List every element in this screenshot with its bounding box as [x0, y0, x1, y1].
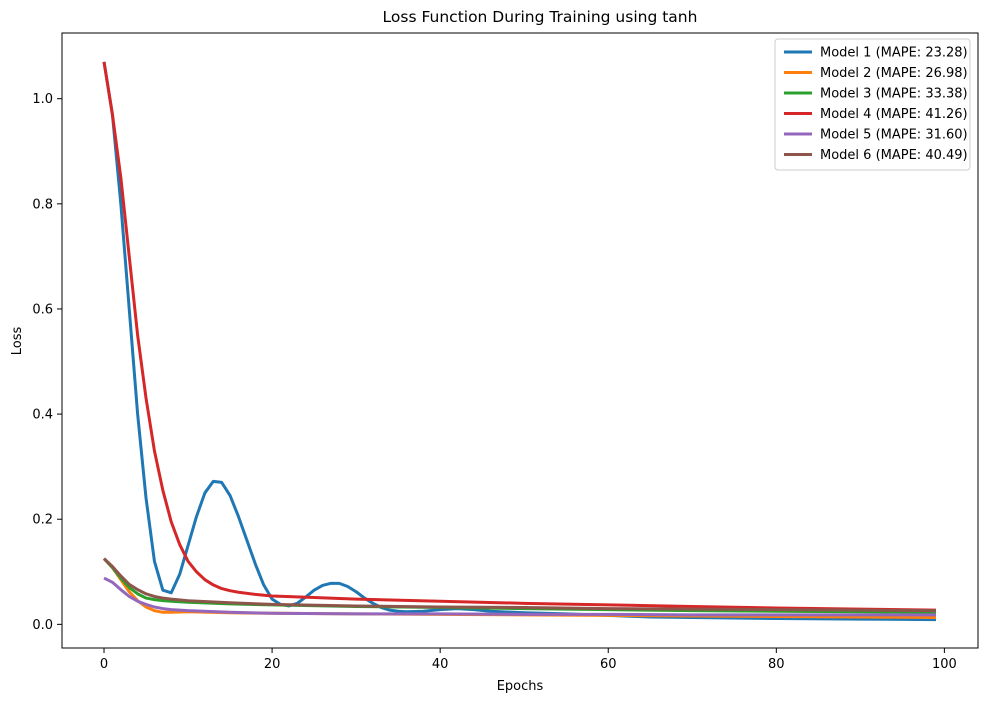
x-tick-label: 40 [432, 657, 449, 672]
plot-frame [61, 32, 979, 649]
x-tick-label: 60 [600, 657, 617, 672]
legend-label-6: Model 6 (MAPE: 40.49) [820, 148, 968, 163]
x-tick-label: 20 [264, 657, 281, 672]
y-tick-label: 0.0 [32, 618, 53, 633]
series-line-6 [102, 557, 936, 613]
legend-box [774, 38, 971, 171]
y-axis-label: Loss [10, 327, 25, 356]
series-line-1 [102, 61, 936, 622]
legend-label-1: Model 1 (MAPE: 23.28) [820, 46, 968, 61]
x-axis: 0 20 40 60 80 100 [100, 648, 957, 672]
y-tick-label: 0.2 [32, 513, 53, 528]
y-tick-label: 1.0 [32, 92, 53, 107]
series-line-4 [102, 61, 937, 612]
y-tick-label: 0.4 [32, 408, 53, 423]
legend-label-2: Model 2 (MAPE: 26.98) [820, 66, 968, 81]
legend-label-5: Model 5 (MAPE: 31.60) [820, 128, 968, 143]
chart-title: Loss Function During Training using tanh [383, 8, 698, 26]
plot-area [61, 32, 979, 649]
series-lines [102, 61, 937, 622]
y-axis: 0.0 0.2 0.4 0.6 0.8 1.0 [32, 92, 62, 633]
y-tick-label: 0.8 [32, 197, 53, 212]
x-tick-label: 100 [932, 657, 957, 672]
x-tick-label: 0 [100, 657, 108, 672]
x-tick-label: 80 [768, 657, 785, 672]
legend-label-3: Model 3 (MAPE: 33.38) [820, 87, 968, 102]
series-line-5 [103, 576, 936, 617]
y-tick-label: 0.6 [32, 302, 53, 317]
legend-label-4: Model 4 (MAPE: 41.26) [820, 107, 968, 122]
x-axis-label: Epochs [497, 679, 544, 694]
legend: Model 1 (MAPE: 23.28) Model 2 (MAPE: 26.9… [774, 38, 971, 171]
